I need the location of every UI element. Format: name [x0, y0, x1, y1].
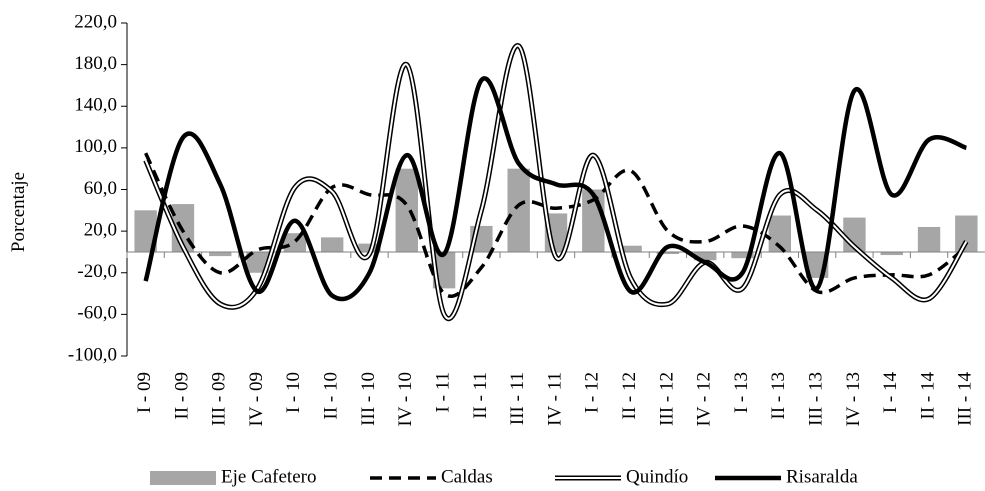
bar	[880, 251, 903, 256]
y-tick-label: 180,0	[74, 53, 117, 74]
x-tick-label: III - 11	[507, 372, 528, 425]
legend-label: Risaralda	[786, 466, 858, 487]
y-tick-label: -100,0	[68, 344, 117, 365]
line-inner	[144, 44, 968, 320]
y-tick-label: 60,0	[84, 178, 117, 199]
bar	[283, 233, 307, 252]
x-tick-label: II - 11	[470, 372, 491, 419]
y-axis-label: Porcentaje	[8, 172, 29, 252]
bar	[731, 251, 754, 259]
line-series	[143, 76, 968, 302]
x-tick-label: I - 10	[283, 372, 304, 413]
bar	[246, 251, 269, 273]
bar	[656, 251, 680, 255]
legend-label: Quindío	[626, 466, 688, 487]
x-tick-label: IV - 13	[843, 372, 864, 427]
x-tick-label: I - 11	[432, 372, 453, 412]
x-tick-label: IV - 09	[246, 372, 267, 427]
x-tick-label: III - 13	[805, 372, 826, 426]
bar	[395, 168, 418, 252]
legend-label: Caldas	[441, 466, 493, 487]
y-tick-label: 100,0	[74, 136, 117, 157]
x-tick-label: I - 13	[731, 372, 752, 413]
bar	[619, 245, 642, 252]
y-tick-label: -60,0	[77, 303, 117, 324]
y-tick-label: -20,0	[77, 261, 117, 282]
x-tick-label: IV - 12	[694, 372, 715, 427]
bar	[768, 215, 792, 252]
x-tick-label: II - 10	[321, 372, 342, 419]
legend-swatch	[150, 471, 216, 485]
x-tick-label: II - 09	[171, 372, 192, 419]
x-tick-label: IV - 11	[544, 372, 565, 426]
x-tick-label: II - 14	[917, 372, 938, 420]
y-tick-label: 140,0	[74, 95, 117, 116]
bar	[917, 226, 941, 252]
x-tick-label: III - 14	[955, 372, 976, 426]
bar	[694, 251, 717, 261]
x-tick-label: IV - 10	[395, 372, 416, 427]
x-tick-label: III - 09	[209, 372, 230, 426]
x-tick-label: III - 10	[358, 372, 379, 426]
bar	[507, 168, 530, 252]
x-tick-label: I - 09	[134, 372, 155, 413]
x-tick-label: II - 12	[619, 372, 640, 419]
x-tick-label: II - 13	[768, 372, 789, 419]
y-tick-label: 20,0	[84, 219, 117, 240]
bar	[134, 210, 157, 252]
y-tick-label: 220,0	[74, 11, 117, 32]
x-tick-label: I - 12	[582, 372, 603, 413]
bar	[320, 237, 344, 252]
x-tick-label: I - 14	[880, 372, 901, 414]
bar	[955, 215, 978, 252]
bar	[209, 251, 232, 257]
x-tick-label: III - 12	[656, 372, 677, 426]
legend-label: Eje Cafetero	[221, 466, 316, 487]
